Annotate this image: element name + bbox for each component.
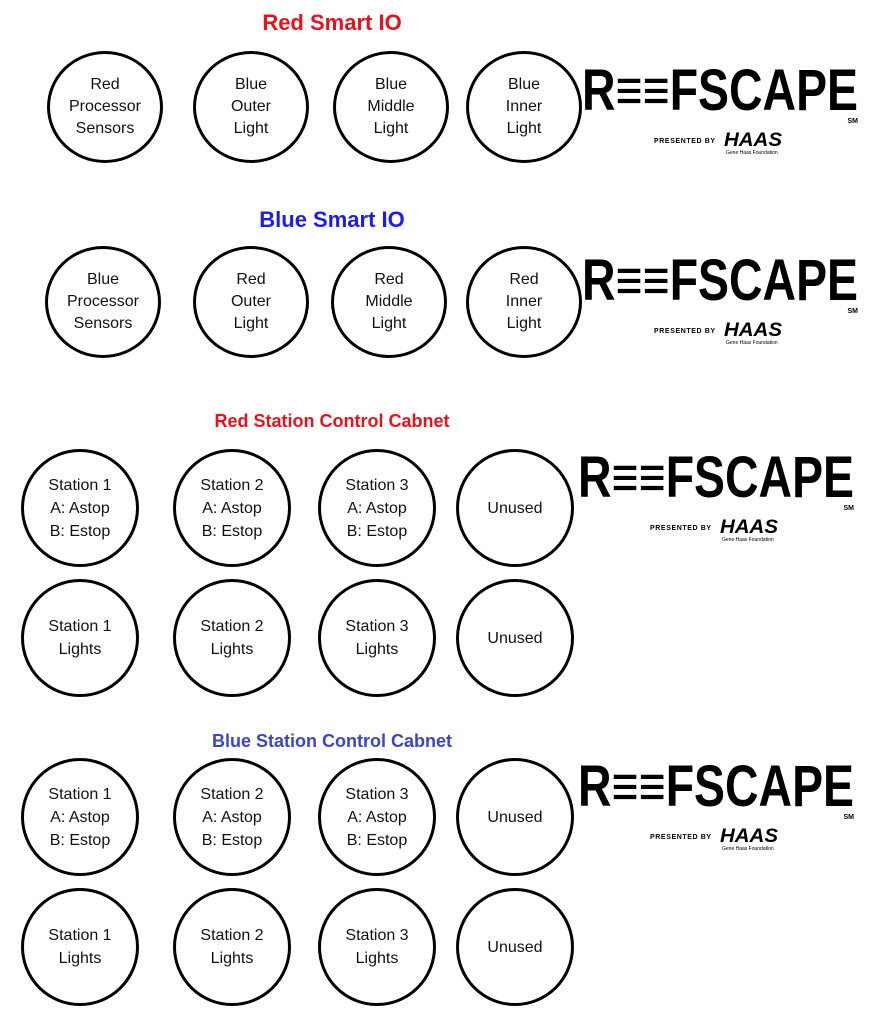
reefscape-logo: R≡≡FSCAPE SM PRESENTED BY HAAS Gene Haas… bbox=[578, 445, 860, 555]
red-inner-light-circle: Red Inner Light bbox=[466, 246, 582, 358]
blue-station-1-estop-circle: Station 1 A: Astop B: Estop bbox=[21, 758, 139, 876]
reefscape-logo: R≡≡FSCAPE SM PRESENTED BY HAAS Gene Haas… bbox=[582, 58, 864, 168]
haas-logo: HAAS bbox=[720, 517, 778, 537]
svg-text:HAAS: HAAS bbox=[724, 130, 782, 150]
svg-text:HAAS: HAAS bbox=[720, 826, 778, 846]
blue-inner-light-circle: Blue Inner Light bbox=[466, 51, 582, 163]
haas-logo: HAAS bbox=[720, 826, 778, 846]
svg-text:R≡≡FSCAPE: R≡≡FSCAPE bbox=[578, 445, 854, 507]
blue-processor-sensors-circle: Blue Processor Sensors bbox=[45, 246, 161, 358]
red-processor-sensors-circle: Red Processor Sensors bbox=[47, 51, 163, 163]
blue-outer-light-circle: Blue Outer Light bbox=[193, 51, 309, 163]
svg-text:R≡≡FSCAPE: R≡≡FSCAPE bbox=[578, 754, 854, 816]
blue-smart-io-title: Blue Smart IO bbox=[259, 207, 405, 232]
logo-presented-by: PRESENTED BY bbox=[650, 834, 712, 841]
red-station-3-lights-circle: Station 3 Lights bbox=[318, 579, 436, 697]
blue-unused-circle-1: Unused bbox=[456, 758, 574, 876]
red-station-control-cabnet-title: Red Station Control Cabnet bbox=[214, 411, 450, 431]
red-station-3-estop-circle: Station 3 A: Astop B: Estop bbox=[318, 449, 436, 567]
reefscape-wordmark: R≡≡FSCAPE bbox=[582, 248, 858, 310]
logo-sponsor-sub: Gene Haas Foundation bbox=[726, 150, 778, 156]
logo-sponsor-sub: Gene Haas Foundation bbox=[722, 846, 774, 852]
reefscape-wordmark: R≡≡FSCAPE bbox=[578, 754, 854, 816]
red-unused-circle-1: Unused bbox=[456, 449, 574, 567]
svg-text:HAAS: HAAS bbox=[720, 517, 778, 537]
svg-text:HAAS: HAAS bbox=[724, 320, 782, 340]
reefscape-logo: R≡≡FSCAPE SM PRESENTED BY HAAS Gene Haas… bbox=[578, 754, 860, 864]
blue-station-control-cabnet-title: Blue Station Control Cabnet bbox=[212, 731, 452, 751]
reefscape-wordmark: R≡≡FSCAPE bbox=[578, 445, 854, 507]
blue-station-3-estop-circle: Station 3 A: Astop B: Estop bbox=[318, 758, 436, 876]
svg-text:R≡≡FSCAPE: R≡≡FSCAPE bbox=[582, 248, 858, 310]
red-middle-light-circle: Red Middle Light bbox=[331, 246, 447, 358]
red-station-1-lights-circle: Station 1 Lights bbox=[21, 579, 139, 697]
reefscape-logo: R≡≡FSCAPE SM PRESENTED BY HAAS Gene Haas… bbox=[582, 248, 864, 358]
red-unused-circle-2: Unused bbox=[456, 579, 574, 697]
blue-station-2-lights-circle: Station 2 Lights bbox=[173, 888, 291, 1006]
logo-sponsor-sub: Gene Haas Foundation bbox=[722, 537, 774, 543]
red-station-1-estop-circle: Station 1 A: Astop B: Estop bbox=[21, 449, 139, 567]
haas-logo: HAAS bbox=[724, 320, 782, 340]
logo-trademark: SM bbox=[847, 118, 859, 125]
blue-middle-light-circle: Blue Middle Light bbox=[333, 51, 449, 163]
red-smart-io-title: Red Smart IO bbox=[262, 10, 402, 35]
logo-presented-by: PRESENTED BY bbox=[654, 328, 716, 335]
haas-logo: HAAS bbox=[724, 130, 782, 150]
blue-station-2-estop-circle: Station 2 A: Astop B: Estop bbox=[173, 758, 291, 876]
logo-sponsor-sub: Gene Haas Foundation bbox=[726, 340, 778, 346]
logo-trademark: SM bbox=[847, 308, 859, 315]
blue-station-3-lights-circle: Station 3 Lights bbox=[318, 888, 436, 1006]
logo-presented-by: PRESENTED BY bbox=[654, 138, 716, 145]
logo-presented-by: PRESENTED BY bbox=[650, 525, 712, 532]
red-station-2-estop-circle: Station 2 A: Astop B: Estop bbox=[173, 449, 291, 567]
svg-text:R≡≡FSCAPE: R≡≡FSCAPE bbox=[582, 58, 858, 120]
red-outer-light-circle: Red Outer Light bbox=[193, 246, 309, 358]
reefscape-wordmark: R≡≡FSCAPE bbox=[582, 58, 858, 120]
blue-station-1-lights-circle: Station 1 Lights bbox=[21, 888, 139, 1006]
logo-trademark: SM bbox=[843, 505, 855, 512]
blue-unused-circle-2: Unused bbox=[456, 888, 574, 1006]
logo-trademark: SM bbox=[843, 814, 855, 821]
red-station-2-lights-circle: Station 2 Lights bbox=[173, 579, 291, 697]
